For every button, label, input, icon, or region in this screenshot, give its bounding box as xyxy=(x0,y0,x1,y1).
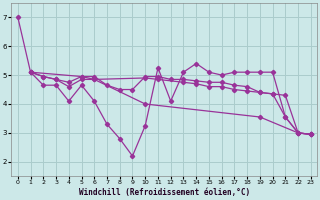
X-axis label: Windchill (Refroidissement éolien,°C): Windchill (Refroidissement éolien,°C) xyxy=(79,188,250,197)
